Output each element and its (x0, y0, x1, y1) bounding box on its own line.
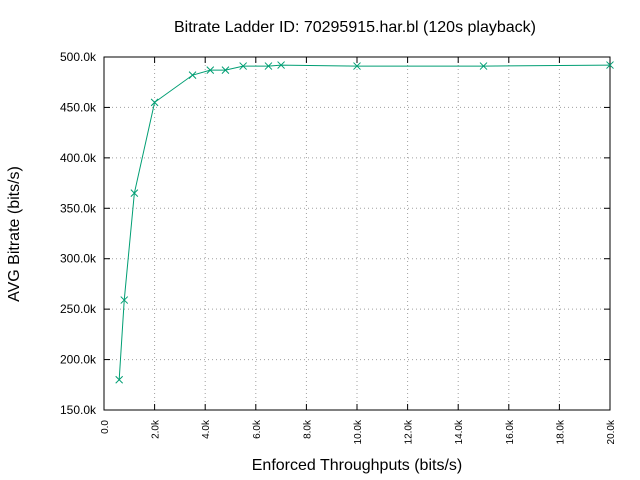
grid-layer (104, 57, 610, 410)
data-point-marker (188, 71, 197, 80)
x-axis-label: Enforced Throughputs (bits/s) (252, 457, 462, 474)
x-tick-label: 16.0k (505, 419, 516, 444)
y-tick-label: 400.0k (60, 151, 97, 165)
y-axis-label: AVG Bitrate (bits/s) (6, 166, 23, 302)
y-tick-label: 350.0k (60, 201, 97, 215)
data-point-marker (221, 66, 230, 74)
data-point-marker (277, 61, 285, 69)
data-point-marker (150, 98, 159, 107)
data-point-marker (239, 62, 248, 70)
x-tick-label: 8.0k (302, 419, 313, 439)
x-tick-label: 6.0k (252, 419, 263, 439)
data-point-marker (130, 189, 139, 198)
chart-title: Bitrate Ladder ID: 70295915.har.bl (120s… (174, 19, 536, 36)
data-point-marker (479, 62, 488, 70)
x-tick-label: 20.0k (606, 419, 617, 444)
x-tick-label: 14.0k (454, 419, 465, 444)
x-tick-label: 2.0k (151, 419, 162, 439)
data-point-marker (264, 62, 273, 70)
data-point-marker (206, 66, 215, 74)
series-line (118, 64, 611, 380)
x-tick-label: 18.0k (555, 419, 566, 444)
y-tick-label: 500.0k (60, 50, 97, 64)
y-tick-label: 200.0k (60, 353, 97, 367)
data-point-marker (353, 62, 361, 70)
data-point-marker (606, 61, 614, 69)
x-tick-label: 0.0 (100, 420, 111, 434)
x-tick-label: 10.0k (353, 419, 364, 444)
tick-layer: 150.0k 200.0k 250.0k 300.0k 350.0k 400.0k 450.… (60, 50, 617, 444)
x-tick-label: 12.0k (404, 419, 415, 444)
y-tick-label: 150.0k (60, 403, 97, 417)
y-tick-label: 450.0k (60, 100, 97, 114)
data-point-marker (115, 375, 124, 384)
series-layer (115, 61, 614, 384)
y-tick-label: 300.0k (60, 252, 97, 266)
x-tick-label: 4.0k (201, 419, 212, 439)
data-point-marker (120, 296, 129, 304)
y-tick-label: 250.0k (60, 302, 97, 316)
plot-frame (103, 56, 611, 411)
